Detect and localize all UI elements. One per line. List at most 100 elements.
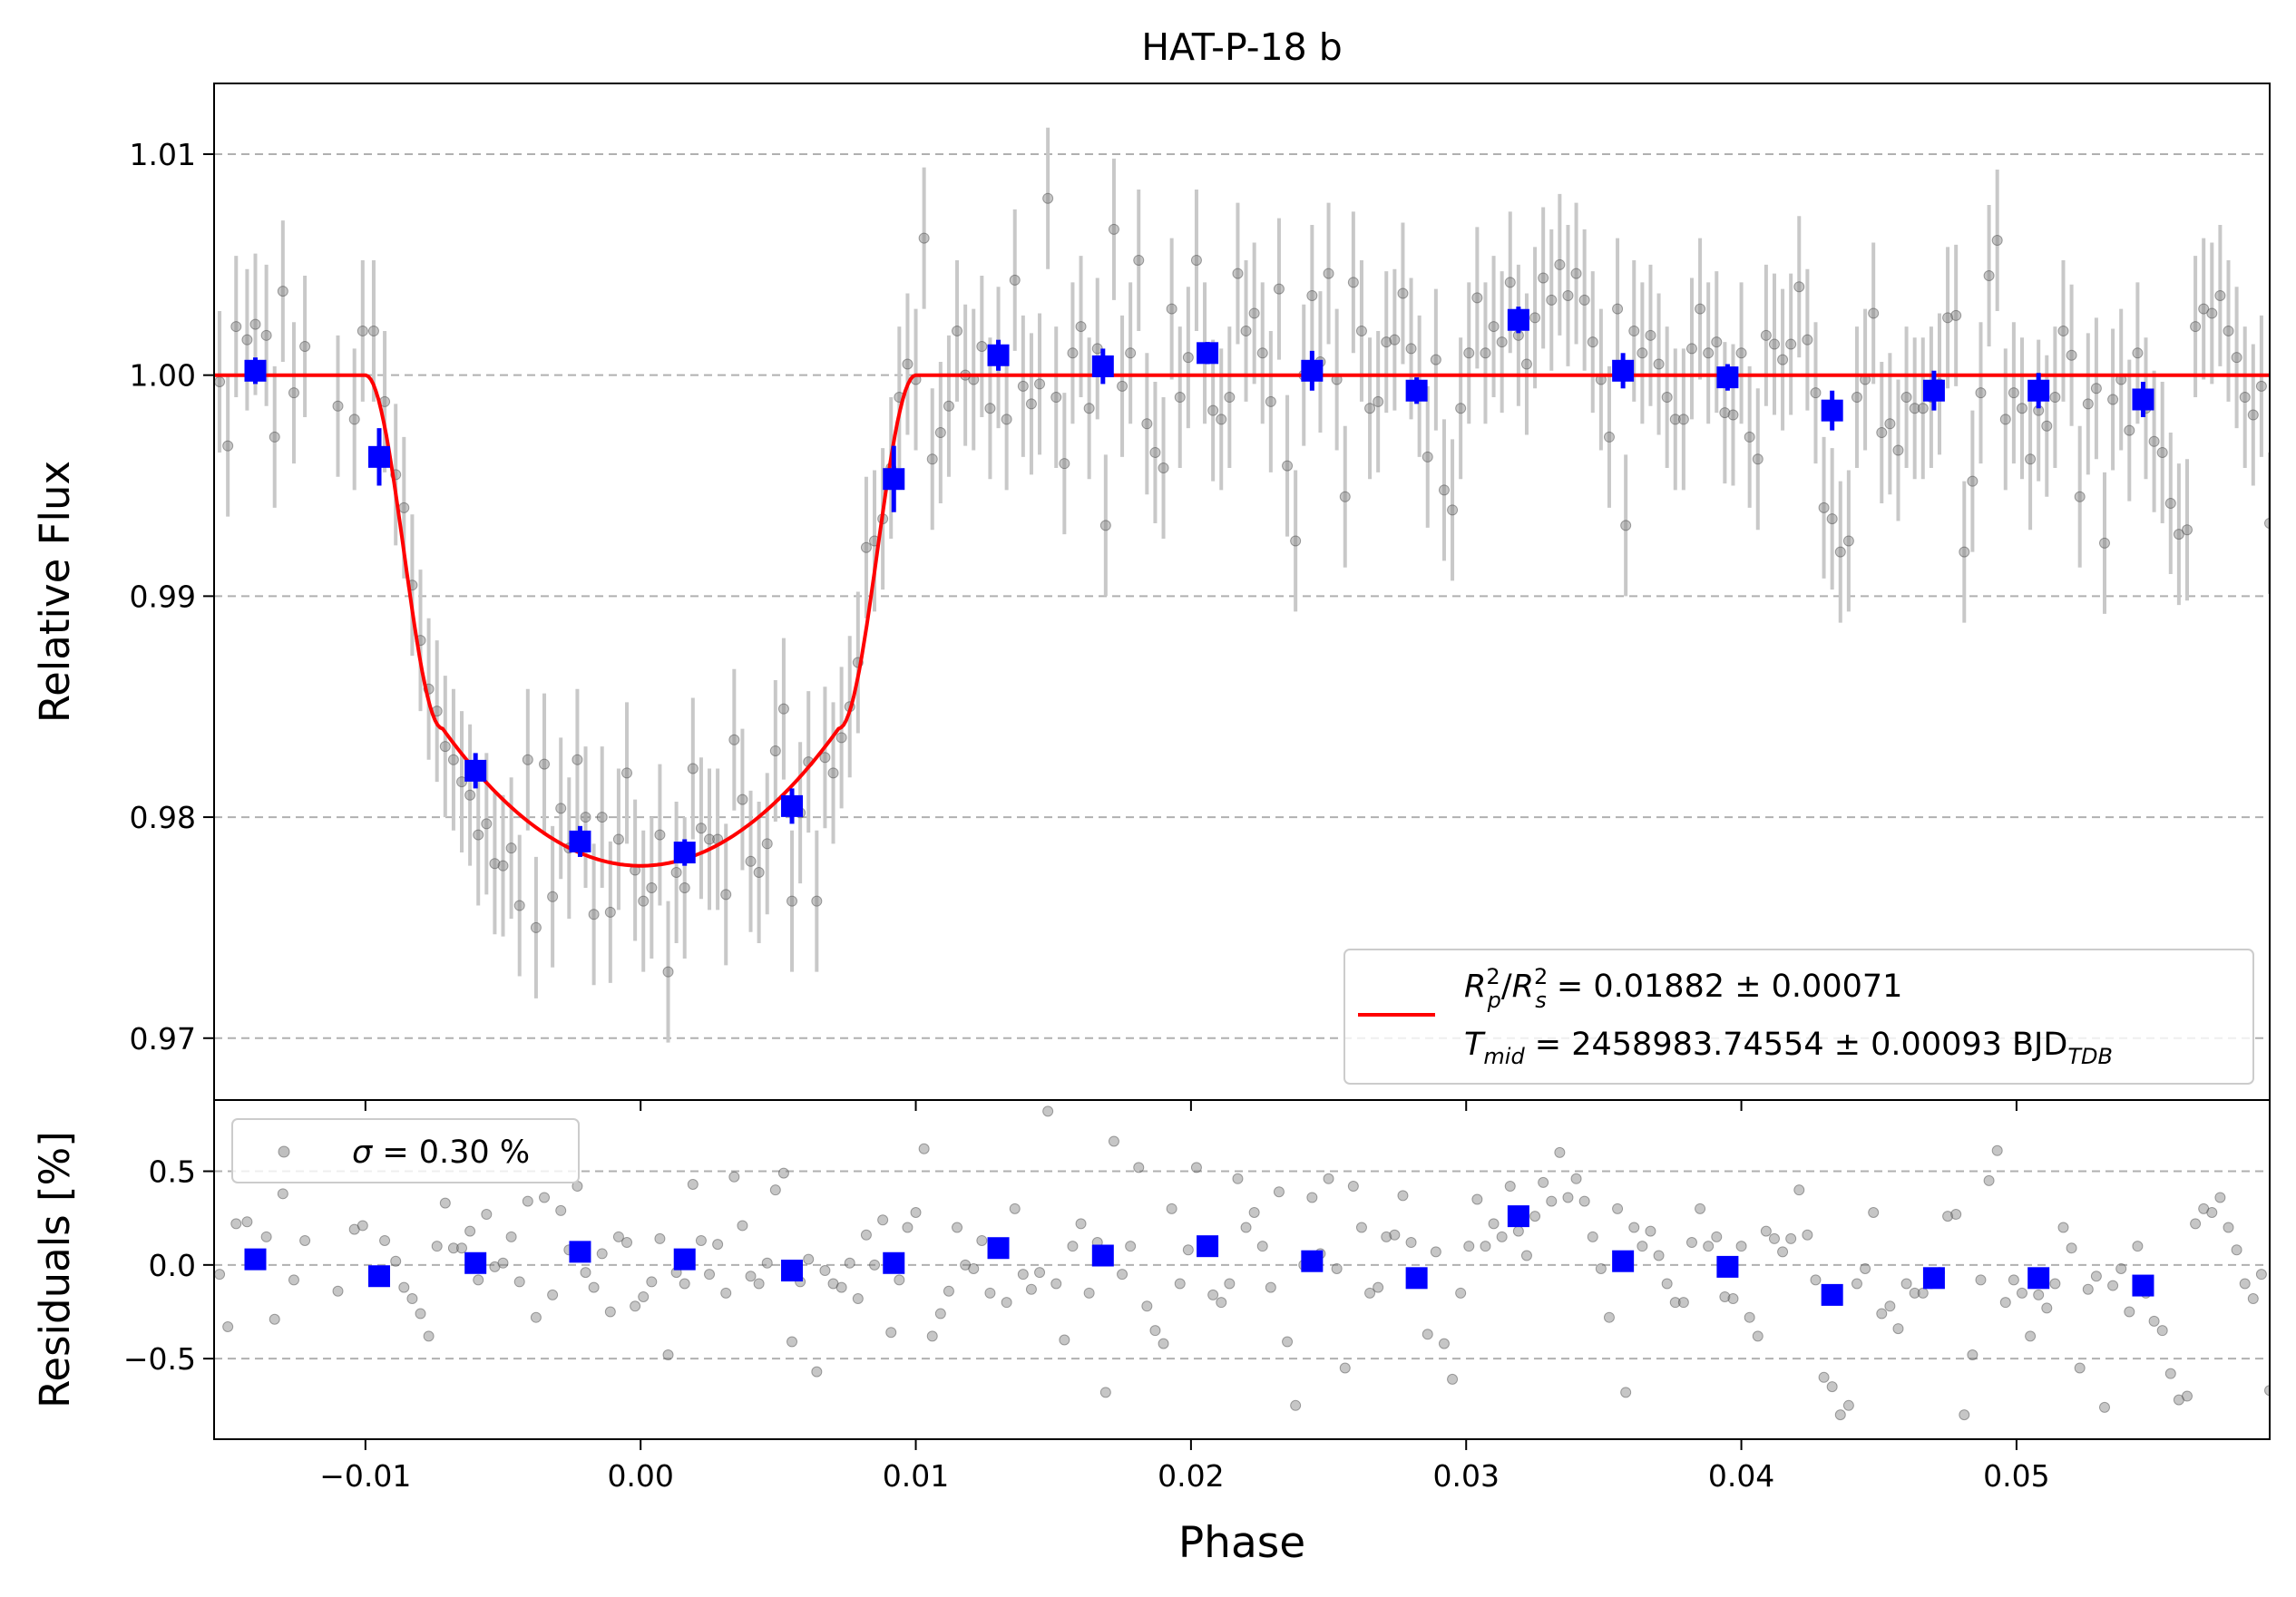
residual-data-point bbox=[555, 1204, 567, 1216]
residual-data-point bbox=[1389, 1229, 1401, 1241]
flux-data-point bbox=[926, 453, 938, 465]
flux-y-tick-label: 1.01 bbox=[130, 137, 196, 172]
flux-data-point bbox=[1364, 403, 1376, 414]
residual-data-point bbox=[1967, 1349, 1978, 1361]
residual-data-point bbox=[230, 1218, 242, 1230]
residual-binned-point bbox=[673, 1248, 696, 1271]
residual-data-point bbox=[1793, 1184, 1805, 1196]
residual-data-point bbox=[926, 1330, 938, 1342]
residual-data-point bbox=[827, 1278, 839, 1290]
flux-binned-point bbox=[1612, 359, 1635, 382]
flux-data-point bbox=[1099, 520, 1111, 531]
flux-y-tick-label: 1.00 bbox=[130, 358, 196, 394]
flux-binned-point bbox=[1301, 359, 1324, 382]
residual-data-point bbox=[2173, 1394, 2184, 1406]
flux-data-point bbox=[539, 758, 551, 770]
residual-data-point bbox=[1034, 1267, 1046, 1279]
flux-data-point bbox=[260, 329, 272, 341]
flux-data-point bbox=[1768, 338, 1780, 350]
residual-data-point bbox=[1174, 1278, 1186, 1290]
flux-data-point bbox=[1777, 354, 1789, 365]
flux-data-point bbox=[1190, 254, 1202, 266]
flux-data-point bbox=[1504, 277, 1516, 288]
flux-binned-point bbox=[1507, 308, 1529, 331]
residual-data-point bbox=[621, 1237, 633, 1249]
flux-data-point bbox=[1645, 329, 1656, 341]
flux-binned-point bbox=[883, 468, 905, 491]
flux-data-point bbox=[1381, 336, 1392, 348]
flux-data-point bbox=[1488, 321, 1500, 333]
flux-binned-point bbox=[1405, 379, 1428, 402]
flux-binned-point bbox=[2132, 388, 2154, 411]
residual-data-point bbox=[1620, 1387, 1632, 1398]
residual-data-point bbox=[2066, 1242, 2077, 1254]
residual-data-point bbox=[1125, 1241, 1137, 1252]
flux-data-point bbox=[1216, 414, 1227, 425]
residual-data-point bbox=[1240, 1222, 1252, 1233]
residual-data-point bbox=[2041, 1302, 2053, 1314]
flux-data-point bbox=[277, 286, 288, 297]
flux-data-point bbox=[1174, 392, 1186, 404]
flux-binned-point bbox=[673, 842, 696, 864]
residual-data-point bbox=[1141, 1300, 1153, 1312]
flux-data-point bbox=[1637, 347, 1648, 359]
flux-data-point bbox=[2190, 321, 2202, 333]
flux-data-point bbox=[1669, 414, 1681, 425]
residual-data-point bbox=[505, 1231, 517, 1242]
flux-data-point bbox=[1034, 378, 1046, 390]
residual-data-point bbox=[2190, 1218, 2202, 1230]
flux-data-point bbox=[1826, 513, 1838, 525]
flux-data-point bbox=[241, 334, 253, 346]
flux-data-point bbox=[1991, 235, 2003, 247]
flux-data-point bbox=[1083, 403, 1095, 414]
residual-data-point bbox=[1661, 1278, 1673, 1290]
residual-binned-point bbox=[1301, 1250, 1324, 1272]
residual-data-point bbox=[1950, 1209, 1962, 1221]
residual-binned-point bbox=[2132, 1274, 2154, 1297]
flux-data-point bbox=[2206, 307, 2218, 319]
flux-data-point bbox=[2008, 387, 2019, 399]
flux-data-point bbox=[1248, 307, 1260, 319]
residual-data-point bbox=[1248, 1206, 1260, 1218]
residual-data-point bbox=[1355, 1222, 1367, 1233]
flux-data-point bbox=[1884, 418, 1896, 430]
flux-data-point bbox=[1603, 431, 1615, 443]
residual-data-point bbox=[1050, 1278, 1062, 1290]
flux-data-point bbox=[230, 321, 242, 333]
residual-data-point bbox=[1785, 1232, 1797, 1244]
residual-data-point bbox=[2214, 1192, 2226, 1203]
legend-residual-swatch bbox=[278, 1145, 290, 1158]
residual-data-point bbox=[2098, 1401, 2110, 1413]
flux-data-point bbox=[2239, 392, 2251, 404]
residual-data-point bbox=[1273, 1186, 1285, 1198]
residual-x-tick-label: 0.00 bbox=[607, 1458, 673, 1494]
residual-data-point bbox=[1083, 1287, 1095, 1299]
residual-x-tick-label: 0.04 bbox=[1708, 1458, 1774, 1494]
residual-data-point bbox=[1999, 1297, 2011, 1309]
flux-data-point bbox=[1397, 287, 1409, 299]
residual-data-point bbox=[2164, 1368, 2176, 1379]
residual-data-point bbox=[1042, 1105, 1054, 1117]
residual-data-point bbox=[1306, 1192, 1318, 1203]
residual-data-point bbox=[1405, 1237, 1417, 1249]
flux-data-point bbox=[1125, 347, 1137, 359]
flux-data-point bbox=[943, 400, 954, 412]
flux-data-point bbox=[1661, 392, 1673, 404]
residual-data-point bbox=[431, 1241, 443, 1252]
flux-data-point bbox=[596, 812, 608, 823]
residual-data-point bbox=[2107, 1280, 2119, 1291]
residual-data-point bbox=[2181, 1390, 2193, 1402]
flux-data-point bbox=[646, 882, 658, 894]
legend-midtime-text: Tmid = 2458983.74554 ± 0.00093 BJDTDB bbox=[1464, 1027, 2113, 1069]
residual-data-point bbox=[481, 1209, 493, 1221]
residual-data-point bbox=[415, 1308, 426, 1319]
flux-data-point bbox=[2255, 380, 2267, 392]
flux-data-point bbox=[1909, 403, 1920, 414]
flux-data-point bbox=[1480, 347, 1491, 359]
residual-data-point bbox=[2198, 1203, 2210, 1214]
flux-data-point bbox=[621, 767, 633, 779]
flux-data-point bbox=[1059, 458, 1070, 470]
flux-data-point bbox=[2124, 424, 2135, 436]
residual-data-point bbox=[1397, 1190, 1409, 1202]
residual-data-point bbox=[1587, 1231, 1598, 1242]
